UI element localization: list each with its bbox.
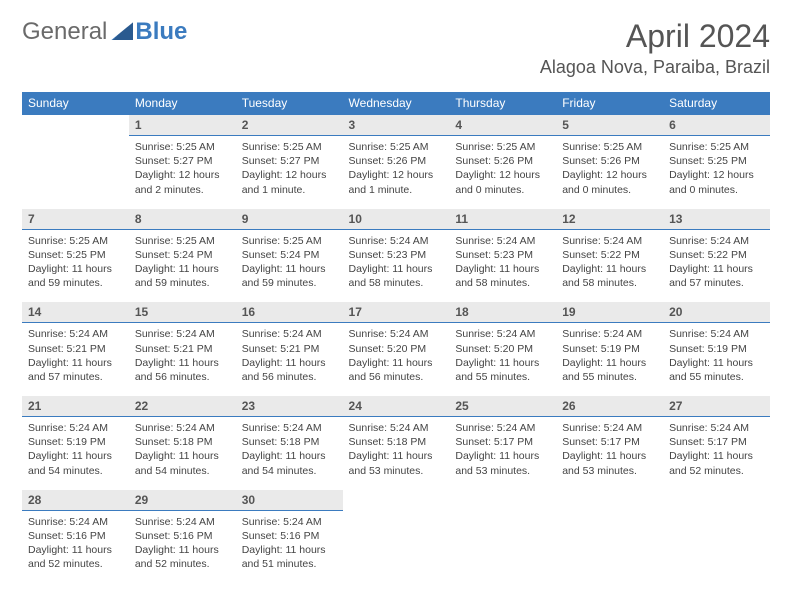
day-info-row: Sunrise: 5:24 AMSunset: 5:21 PMDaylight:…: [22, 323, 770, 396]
brand-part1: General: [22, 18, 107, 46]
day-info-cell: [556, 510, 663, 583]
day-info-cell: [449, 510, 556, 583]
day-info-cell: Sunrise: 5:24 AMSunset: 5:16 PMDaylight:…: [22, 510, 129, 583]
weekday-header: Tuesday: [236, 92, 343, 115]
day-info-row: Sunrise: 5:25 AMSunset: 5:25 PMDaylight:…: [22, 229, 770, 302]
day-number-cell: 17: [343, 302, 450, 323]
day-info-row: Sunrise: 5:24 AMSunset: 5:19 PMDaylight:…: [22, 417, 770, 490]
weekday-header: Monday: [129, 92, 236, 115]
day-number-cell: [663, 490, 770, 511]
day-info-cell: Sunrise: 5:24 AMSunset: 5:17 PMDaylight:…: [663, 417, 770, 490]
page-header: General Blue April 2024 Alagoa Nova, Par…: [22, 18, 770, 78]
day-info-cell: Sunrise: 5:25 AMSunset: 5:25 PMDaylight:…: [663, 136, 770, 209]
day-number-cell: [449, 490, 556, 511]
location-subtitle: Alagoa Nova, Paraiba, Brazil: [540, 57, 770, 78]
day-number-cell: 4: [449, 115, 556, 136]
day-number-cell: 27: [663, 396, 770, 417]
day-number-cell: 16: [236, 302, 343, 323]
day-info-cell: Sunrise: 5:25 AMSunset: 5:24 PMDaylight:…: [236, 229, 343, 302]
day-info-cell: Sunrise: 5:24 AMSunset: 5:18 PMDaylight:…: [343, 417, 450, 490]
weekday-header: Saturday: [663, 92, 770, 115]
day-info-cell: Sunrise: 5:25 AMSunset: 5:27 PMDaylight:…: [129, 136, 236, 209]
day-number-cell: 14: [22, 302, 129, 323]
day-info-cell: Sunrise: 5:24 AMSunset: 5:19 PMDaylight:…: [556, 323, 663, 396]
sail-icon: [111, 22, 133, 40]
day-info-row: Sunrise: 5:25 AMSunset: 5:27 PMDaylight:…: [22, 136, 770, 209]
day-number-cell: [22, 115, 129, 136]
day-info-cell: Sunrise: 5:24 AMSunset: 5:21 PMDaylight:…: [129, 323, 236, 396]
day-number-cell: 22: [129, 396, 236, 417]
weekday-header-row: SundayMondayTuesdayWednesdayThursdayFrid…: [22, 92, 770, 115]
day-number-cell: 8: [129, 209, 236, 230]
day-number-cell: 24: [343, 396, 450, 417]
day-info-cell: [663, 510, 770, 583]
title-block: April 2024 Alagoa Nova, Paraiba, Brazil: [540, 18, 770, 78]
day-info-cell: Sunrise: 5:25 AMSunset: 5:26 PMDaylight:…: [343, 136, 450, 209]
day-info-cell: Sunrise: 5:24 AMSunset: 5:21 PMDaylight:…: [236, 323, 343, 396]
weekday-header: Thursday: [449, 92, 556, 115]
day-number-cell: [556, 490, 663, 511]
day-info-cell: Sunrise: 5:24 AMSunset: 5:22 PMDaylight:…: [663, 229, 770, 302]
day-number-cell: 20: [663, 302, 770, 323]
day-number-cell: 15: [129, 302, 236, 323]
day-info-cell: Sunrise: 5:25 AMSunset: 5:26 PMDaylight:…: [449, 136, 556, 209]
day-info-cell: Sunrise: 5:24 AMSunset: 5:16 PMDaylight:…: [129, 510, 236, 583]
day-info-cell: Sunrise: 5:24 AMSunset: 5:19 PMDaylight:…: [22, 417, 129, 490]
day-number-row: 14151617181920: [22, 302, 770, 323]
day-number-cell: 25: [449, 396, 556, 417]
day-number-cell: 23: [236, 396, 343, 417]
day-number-cell: 13: [663, 209, 770, 230]
day-number-cell: 2: [236, 115, 343, 136]
day-number-row: 282930: [22, 490, 770, 511]
day-info-cell: Sunrise: 5:24 AMSunset: 5:18 PMDaylight:…: [129, 417, 236, 490]
day-info-cell: Sunrise: 5:25 AMSunset: 5:25 PMDaylight:…: [22, 229, 129, 302]
day-number-cell: 30: [236, 490, 343, 511]
day-number-cell: 3: [343, 115, 450, 136]
day-info-cell: Sunrise: 5:24 AMSunset: 5:23 PMDaylight:…: [343, 229, 450, 302]
day-number-cell: 6: [663, 115, 770, 136]
day-number-cell: 9: [236, 209, 343, 230]
day-info-cell: Sunrise: 5:24 AMSunset: 5:20 PMDaylight:…: [343, 323, 450, 396]
day-info-cell: Sunrise: 5:24 AMSunset: 5:17 PMDaylight:…: [449, 417, 556, 490]
day-number-row: 21222324252627: [22, 396, 770, 417]
day-info-cell: [22, 136, 129, 209]
day-info-cell: Sunrise: 5:24 AMSunset: 5:23 PMDaylight:…: [449, 229, 556, 302]
day-info-cell: Sunrise: 5:24 AMSunset: 5:16 PMDaylight:…: [236, 510, 343, 583]
month-title: April 2024: [540, 18, 770, 55]
day-number-cell: 1: [129, 115, 236, 136]
day-number-row: 78910111213: [22, 209, 770, 230]
day-info-cell: Sunrise: 5:25 AMSunset: 5:27 PMDaylight:…: [236, 136, 343, 209]
day-info-cell: Sunrise: 5:24 AMSunset: 5:18 PMDaylight:…: [236, 417, 343, 490]
day-info-cell: Sunrise: 5:24 AMSunset: 5:20 PMDaylight:…: [449, 323, 556, 396]
day-info-cell: [343, 510, 450, 583]
day-number-cell: 12: [556, 209, 663, 230]
day-number-cell: 29: [129, 490, 236, 511]
day-number-cell: 26: [556, 396, 663, 417]
weekday-header: Wednesday: [343, 92, 450, 115]
day-number-cell: 5: [556, 115, 663, 136]
day-number-cell: 18: [449, 302, 556, 323]
day-info-cell: Sunrise: 5:24 AMSunset: 5:19 PMDaylight:…: [663, 323, 770, 396]
day-info-cell: Sunrise: 5:24 AMSunset: 5:22 PMDaylight:…: [556, 229, 663, 302]
day-info-cell: Sunrise: 5:24 AMSunset: 5:17 PMDaylight:…: [556, 417, 663, 490]
day-number-cell: 11: [449, 209, 556, 230]
brand-logo: General Blue: [22, 18, 187, 46]
day-info-cell: Sunrise: 5:24 AMSunset: 5:21 PMDaylight:…: [22, 323, 129, 396]
calendar-table: SundayMondayTuesdayWednesdayThursdayFrid…: [22, 92, 770, 583]
calendar-page: General Blue April 2024 Alagoa Nova, Par…: [0, 0, 792, 593]
day-number-cell: [343, 490, 450, 511]
weekday-header: Friday: [556, 92, 663, 115]
day-number-cell: 7: [22, 209, 129, 230]
day-number-row: 123456: [22, 115, 770, 136]
brand-part2: Blue: [135, 18, 187, 46]
day-info-cell: Sunrise: 5:25 AMSunset: 5:24 PMDaylight:…: [129, 229, 236, 302]
day-number-cell: 21: [22, 396, 129, 417]
day-number-cell: 19: [556, 302, 663, 323]
weekday-header: Sunday: [22, 92, 129, 115]
day-number-cell: 28: [22, 490, 129, 511]
day-number-cell: 10: [343, 209, 450, 230]
day-info-cell: Sunrise: 5:25 AMSunset: 5:26 PMDaylight:…: [556, 136, 663, 209]
day-info-row: Sunrise: 5:24 AMSunset: 5:16 PMDaylight:…: [22, 510, 770, 583]
